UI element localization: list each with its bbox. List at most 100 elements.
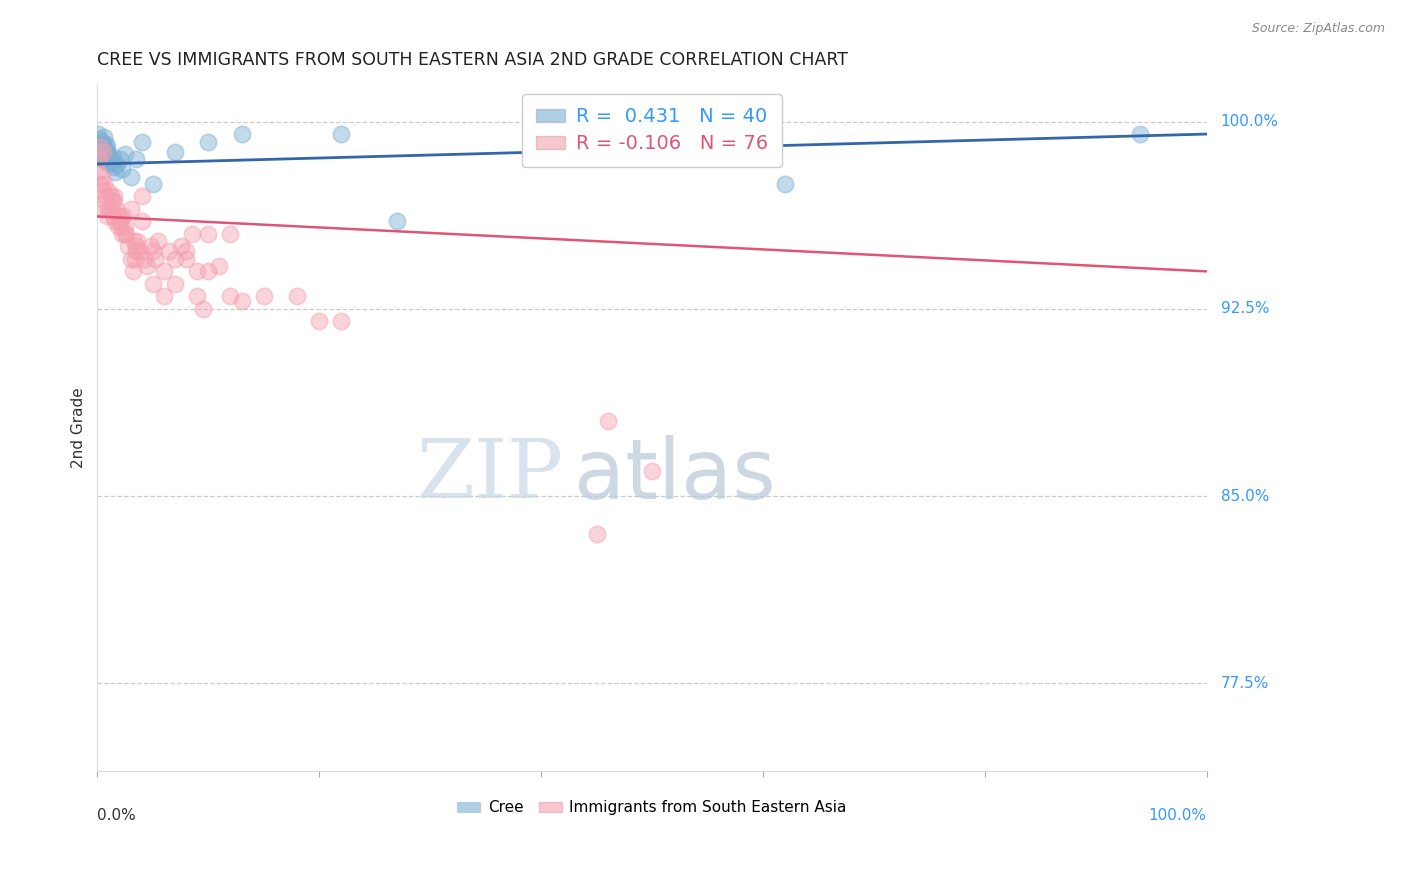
Point — [94, 147, 117, 161]
Point — [111, 210, 134, 224]
Point — [111, 227, 134, 241]
Point — [159, 244, 181, 259]
Point — [142, 277, 165, 291]
Point — [104, 164, 127, 178]
Point — [285, 289, 308, 303]
Point — [94, 194, 117, 209]
Point — [1129, 127, 1152, 141]
Point — [125, 244, 148, 259]
Point — [191, 301, 214, 316]
Text: 77.5%: 77.5% — [1220, 676, 1268, 690]
Point — [91, 145, 114, 159]
Point — [97, 185, 120, 199]
Point — [197, 264, 219, 278]
Point — [128, 244, 150, 259]
Point — [186, 264, 208, 278]
Point — [93, 129, 115, 144]
Point — [97, 154, 120, 169]
Point — [103, 189, 125, 203]
Point — [121, 264, 143, 278]
Text: ZIP: ZIP — [416, 435, 564, 516]
Text: Source: ZipAtlas.com: Source: ZipAtlas.com — [1251, 22, 1385, 36]
Text: atlas: atlas — [574, 435, 776, 516]
Point — [93, 177, 115, 191]
Point — [97, 202, 120, 216]
Point — [90, 169, 112, 184]
Point — [94, 142, 117, 156]
Point — [87, 164, 110, 178]
Point — [136, 260, 159, 274]
Point — [98, 202, 121, 216]
Text: 92.5%: 92.5% — [1220, 301, 1270, 317]
Point — [89, 136, 111, 151]
Point — [90, 202, 112, 216]
Point — [131, 189, 153, 203]
Point — [143, 252, 166, 266]
Point — [253, 289, 276, 303]
Point — [89, 142, 111, 156]
Point — [231, 127, 253, 141]
Point — [174, 252, 197, 266]
Point — [89, 139, 111, 153]
Point — [120, 202, 142, 216]
Point — [330, 314, 353, 328]
Point — [100, 194, 122, 209]
Point — [89, 177, 111, 191]
Point — [91, 145, 114, 159]
Point — [125, 239, 148, 253]
Point — [100, 189, 122, 203]
Point — [308, 314, 330, 328]
Point — [87, 152, 110, 166]
Point — [105, 210, 128, 224]
Text: 85.0%: 85.0% — [1220, 489, 1268, 504]
Point — [108, 210, 131, 224]
Point — [585, 526, 607, 541]
Point — [114, 147, 136, 161]
Point — [169, 239, 191, 253]
Point — [90, 135, 112, 149]
Point — [127, 235, 149, 249]
Point — [103, 194, 125, 209]
Text: 100.0%: 100.0% — [1220, 114, 1278, 129]
Point — [93, 152, 115, 166]
Text: CREE VS IMMIGRANTS FROM SOUTH EASTERN ASIA 2ND GRADE CORRELATION CHART: CREE VS IMMIGRANTS FROM SOUTH EASTERN AS… — [97, 51, 848, 69]
Point — [132, 252, 155, 266]
Point — [117, 239, 139, 253]
Point — [115, 227, 138, 241]
Point — [105, 157, 128, 171]
Point — [142, 244, 165, 259]
Point — [139, 239, 162, 253]
Point — [96, 189, 118, 203]
Point — [163, 145, 186, 159]
Point — [186, 289, 208, 303]
Point — [153, 289, 176, 303]
Point — [120, 252, 142, 266]
Point — [120, 169, 142, 184]
Point — [110, 219, 132, 234]
Point — [103, 160, 125, 174]
Point — [219, 289, 242, 303]
Point — [98, 157, 121, 171]
Point — [105, 202, 128, 216]
Point — [87, 132, 110, 146]
Point — [104, 214, 127, 228]
Point — [174, 244, 197, 259]
Point — [231, 294, 253, 309]
Point — [96, 210, 118, 224]
Point — [385, 214, 408, 228]
Y-axis label: 2nd Grade: 2nd Grade — [72, 387, 86, 467]
Point — [180, 227, 202, 241]
Point — [124, 252, 146, 266]
Point — [596, 414, 619, 428]
Point — [163, 277, 186, 291]
Point — [108, 214, 131, 228]
Point — [641, 464, 664, 478]
Point — [131, 135, 153, 149]
Point — [131, 214, 153, 228]
Point — [219, 227, 242, 241]
Point — [142, 177, 165, 191]
Point — [153, 264, 176, 278]
Point — [125, 152, 148, 166]
Point — [101, 149, 124, 163]
Point — [208, 260, 231, 274]
